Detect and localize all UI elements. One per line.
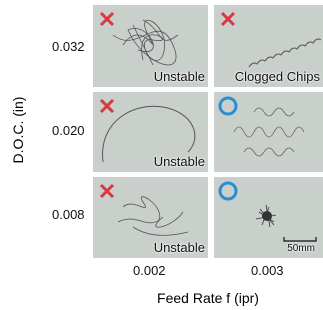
photo-cell: 50mm bbox=[214, 177, 323, 258]
cell-caption: Unstable bbox=[154, 154, 205, 169]
cell-caption: Clogged Chips bbox=[235, 69, 320, 84]
column-label: 0.003 bbox=[251, 263, 284, 278]
scale-bar-label: 50mm bbox=[287, 243, 315, 254]
photo-cell: Unstable bbox=[93, 177, 208, 258]
photo-cell bbox=[214, 92, 323, 172]
figure: D.O.C. (in) 0.032 0.020 0.008 Unstable C… bbox=[0, 0, 323, 310]
x-axis-title: Feed Rate f (ipr) bbox=[157, 290, 259, 306]
cell-caption: Unstable bbox=[154, 69, 205, 84]
row-label: 0.020 bbox=[52, 123, 85, 138]
row-label: 0.032 bbox=[52, 39, 85, 54]
row-label: 0.008 bbox=[52, 207, 85, 222]
y-axis-title: D.O.C. (in) bbox=[10, 97, 26, 164]
photo-cell: Unstable bbox=[93, 5, 208, 87]
photo-cell: Clogged Chips bbox=[214, 5, 323, 87]
photo-cell: Unstable bbox=[93, 92, 208, 172]
cell-caption: Unstable bbox=[154, 240, 205, 255]
column-label: 0.002 bbox=[133, 263, 166, 278]
